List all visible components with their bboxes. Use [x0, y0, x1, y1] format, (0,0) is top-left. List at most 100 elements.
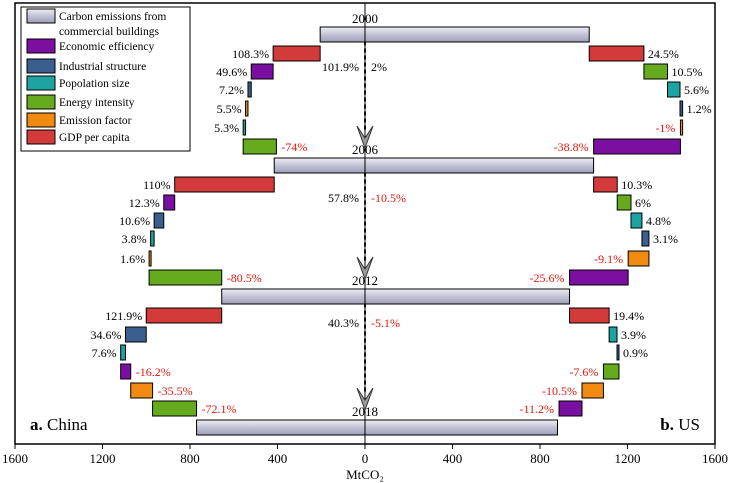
factor-bar-econ_eff [558, 400, 583, 417]
factor-label: 1.2% [687, 102, 712, 116]
factor-bar-econ_eff [163, 194, 176, 211]
factor-label: -35.5% [158, 384, 193, 398]
legend-label: GDP per capita [59, 132, 129, 144]
factor-bar-industrial [641, 230, 650, 247]
factor-label: 49.6% [216, 65, 247, 79]
factor-bar-population [608, 326, 618, 343]
factor-bar-gdp [145, 307, 223, 324]
x-tick-label: 800 [180, 451, 200, 466]
factor-bar-gdp [593, 176, 618, 193]
factor-label: 5.3% [214, 121, 239, 135]
factor-label: 12.3% [129, 196, 160, 210]
legend-label: Industrial structure [59, 61, 146, 73]
factor-label: -25.6% [530, 271, 565, 285]
factor-bar-econ_eff [593, 138, 681, 155]
emission-bar [221, 288, 571, 305]
factor-bar-econ_eff [569, 269, 629, 286]
legend-item-emission_factor: Emission factor [26, 112, 132, 128]
factor-bar-emission_factor [627, 250, 650, 267]
factor-bar-gdp [569, 307, 610, 324]
data-labels-layer: 2000 2006 2012 2018 108.3% 49.6% 7.2% 5.5% 5.3% -… [90, 11, 711, 419]
x-tick-label: 1200 [615, 451, 641, 466]
legend-label: Energy intensity [59, 97, 135, 109]
factor-label: -10.5% [542, 384, 577, 398]
factor-label: 4.8% [646, 214, 671, 228]
legend-item-emissions: Carbon emissions from commercial building… [26, 8, 166, 38]
factor-bar-energy_int [643, 63, 669, 80]
factor-bar-population [150, 230, 155, 247]
factor-bar-industrial [616, 344, 620, 361]
legend-swatch [26, 129, 56, 145]
legend-label: Carbon emissions from [59, 11, 166, 23]
period-arrow [356, 165, 374, 281]
factor-bar-energy_int [602, 363, 620, 380]
factor-bar-population [630, 212, 643, 229]
x-axis-label: MtCO₂ [346, 467, 384, 482]
china-total-change: 101.9% [322, 60, 359, 74]
factor-label: 5.6% [684, 83, 709, 97]
x-tick-label: 1200 [90, 451, 116, 466]
legend-label: Emission factor [59, 115, 132, 127]
factor-label: 24.5% [648, 47, 679, 61]
emission-bar [319, 26, 590, 43]
factor-bar-energy_int [616, 194, 632, 211]
factor-label: 10.6% [119, 214, 150, 228]
factor-label: 10.5% [672, 65, 703, 79]
legend-item-energy_int: Energy intensity [26, 94, 135, 110]
year-label: 2018 [352, 404, 378, 419]
factor-label: 19.4% [613, 309, 644, 323]
legend: Carbon emissions from commercial building… [20, 6, 191, 152]
x-tick-label: 400 [268, 451, 288, 466]
factor-label: 5.5% [217, 102, 242, 116]
emission-bar-2000 [319, 26, 590, 43]
panel-labels: a. China b. US [30, 415, 700, 434]
x-tick-label: 1600 [702, 451, 728, 466]
factor-label: -72.1% [202, 402, 237, 416]
factor-bar-industrial [124, 326, 147, 343]
factor-bar-gdp [588, 45, 645, 62]
factor-bar-gdp [272, 45, 321, 62]
x-tick-label: 400 [443, 451, 463, 466]
panel-label-us: b. US [660, 415, 700, 434]
period-arrows [356, 34, 374, 412]
factor-bar-population [120, 344, 126, 361]
panel-label-china: a. China [30, 415, 88, 434]
factor-label: 10.3% [621, 178, 652, 192]
factor-label: 0.9% [623, 346, 648, 360]
factor-bar-econ_eff [120, 363, 132, 380]
factor-label: -74% [281, 140, 307, 154]
legend-swatch [26, 75, 56, 91]
legend-swatch [26, 8, 56, 24]
year-label: 2012 [352, 273, 378, 288]
factor-label: -16.2% [136, 365, 171, 379]
emission-bar [196, 419, 558, 436]
period-arrow [356, 34, 374, 150]
legend-item-population: Popolation size [26, 75, 130, 91]
factor-label: -9.1% [594, 252, 623, 266]
factor-bar-emission_factor [245, 100, 249, 117]
factor-label: 6% [635, 196, 651, 210]
factor-label: -7.6% [569, 365, 598, 379]
legend-label-cont: commercial buildings [59, 26, 159, 38]
factor-bar-population [667, 81, 681, 98]
factor-label: 7.6% [92, 346, 117, 360]
x-axis: 1600 1200 800 400 0 400 800 1200 1600 MtCO₂ [2, 444, 728, 482]
factor-bar-emission_factor [148, 250, 152, 267]
factor-label: 108.3% [232, 47, 269, 61]
factor-label: 110% [143, 178, 171, 192]
emission-bar [273, 157, 595, 174]
china-total-change: 40.3% [328, 316, 359, 330]
factor-label: 3.1% [653, 232, 678, 246]
factor-bar-econ_eff [250, 63, 274, 80]
china-total-change: 57.8% [328, 191, 359, 205]
factor-label: 121.9% [105, 309, 142, 323]
factor-bar-emission_factor [581, 382, 604, 399]
us-total-change: -5.1% [371, 316, 400, 330]
factor-bar-industrial [153, 212, 165, 229]
factor-label: -1% [655, 121, 675, 135]
factor-bar-emission_factor [130, 382, 154, 399]
factor-bar-energy_int [242, 138, 277, 155]
year-label: 2006 [352, 142, 379, 157]
factor-label: -38.8% [554, 140, 589, 154]
